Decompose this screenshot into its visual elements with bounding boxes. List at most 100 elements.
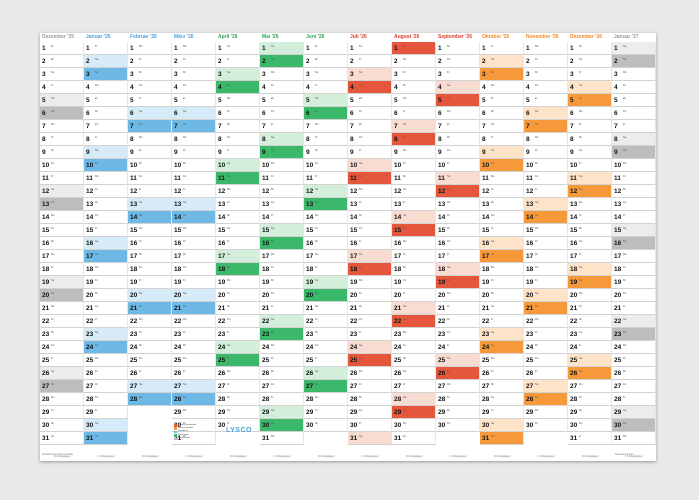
day-cell[interactable]: 6 Mi — [480, 107, 524, 120]
day-cell[interactable]: 16 So — [612, 237, 656, 250]
day-cell[interactable]: 9 So — [260, 146, 304, 159]
day-cell[interactable]: 30 Do — [568, 419, 612, 432]
day-cell[interactable]: 7 So — [524, 120, 568, 133]
day-cell[interactable]: 22 Do — [216, 315, 260, 328]
day-cell[interactable]: 7 Mi — [348, 120, 392, 133]
day-cell[interactable]: 13 Mo — [436, 198, 480, 211]
day-cell[interactable]: 24 Fr — [568, 341, 612, 354]
day-cell[interactable]: 22 Sa — [260, 315, 304, 328]
day-cell[interactable]: 7 Do — [84, 120, 128, 133]
day-cell[interactable]: 25 Mo — [480, 354, 524, 367]
day-cell[interactable]: 31 Mo — [612, 432, 656, 445]
day-cell[interactable]: 24 So — [480, 341, 524, 354]
day-cell[interactable]: 7 Fr — [612, 120, 656, 133]
day-cell[interactable]: 27 Sa — [128, 380, 172, 393]
day-cell[interactable]: 3 Mo — [612, 68, 656, 81]
day-cell[interactable]: 5 So — [568, 94, 612, 107]
day-cell[interactable]: 6 Do — [612, 107, 656, 120]
day-cell[interactable]: 24 Sa — [348, 341, 392, 354]
day-cell[interactable]: 8 Mi — [568, 133, 612, 146]
day-cell[interactable]: 3 Di — [392, 68, 436, 81]
day-cell[interactable]: 28 Fr — [260, 393, 304, 406]
day-cell[interactable]: 17 Sa — [216, 250, 260, 263]
day-cell[interactable]: 18 Do — [172, 263, 216, 276]
day-cell[interactable]: 21 Fr — [612, 302, 656, 315]
day-cell[interactable]: 28 Fr — [612, 393, 656, 406]
day-cell[interactable]: 14 Mo — [40, 211, 84, 224]
day-cell[interactable]: 14 Do — [84, 211, 128, 224]
day-cell[interactable]: 26 Fr — [524, 367, 568, 380]
day-cell[interactable]: 4 Mo — [84, 81, 128, 94]
day-cell[interactable]: 24 Mi — [172, 341, 216, 354]
day-cell[interactable]: 31 Di — [392, 432, 436, 445]
day-cell[interactable]: 22 Mi — [568, 315, 612, 328]
day-cell[interactable]: 11 Di — [612, 172, 656, 185]
day-cell[interactable]: 6 Sa — [128, 107, 172, 120]
day-cell[interactable]: 16 So — [260, 237, 304, 250]
day-cell[interactable]: 25 Fr — [40, 354, 84, 367]
day-cell[interactable]: 8 Fr — [84, 133, 128, 146]
day-cell[interactable]: 29 Di — [304, 406, 348, 419]
day-cell[interactable]: 12 Sa — [40, 185, 84, 198]
day-cell[interactable]: 30 Mo — [392, 419, 436, 432]
day-cell[interactable]: 14 Di — [436, 211, 480, 224]
day-cell[interactable]: 2 Mi — [304, 55, 348, 68]
day-cell[interactable]: 3 So — [84, 68, 128, 81]
day-cell[interactable]: 22 Sa — [612, 315, 656, 328]
day-cell[interactable]: 11 Mo — [84, 172, 128, 185]
day-cell[interactable]: 19 Mi — [260, 276, 304, 289]
day-cell[interactable]: 24 Di — [392, 341, 436, 354]
day-cell[interactable]: 3 Fr — [436, 68, 480, 81]
day-cell[interactable]: 29 Do — [216, 406, 260, 419]
day-cell[interactable]: 30 Sa — [480, 419, 524, 432]
day-cell[interactable]: 9 Di — [524, 146, 568, 159]
day-cell[interactable]: 2 Di — [524, 55, 568, 68]
day-cell[interactable]: 30 Di — [172, 419, 216, 432]
day-cell[interactable]: 22 Di — [40, 315, 84, 328]
day-cell[interactable]: 11 Do — [128, 172, 172, 185]
day-cell[interactable]: 30 Mi — [40, 419, 84, 432]
day-cell[interactable]: 23 Sa — [84, 328, 128, 341]
day-cell[interactable]: 30 So — [260, 419, 304, 432]
day-cell[interactable]: 11 Do — [172, 172, 216, 185]
day-cell[interactable]: 30 Di — [524, 419, 568, 432]
day-cell[interactable]: 27 Do — [260, 380, 304, 393]
day-cell[interactable]: 8 Sa — [260, 133, 304, 146]
day-cell[interactable]: 10 Mi — [128, 159, 172, 172]
day-cell[interactable]: 20 Mo — [568, 289, 612, 302]
day-cell[interactable]: 14 Fr — [260, 211, 304, 224]
day-cell[interactable]: 1 Di — [40, 42, 84, 55]
day-cell[interactable]: 21 Mo — [40, 302, 84, 315]
day-cell[interactable]: 7 Di — [568, 120, 612, 133]
day-cell[interactable]: 23 Di — [524, 328, 568, 341]
day-cell[interactable]: 23 Di — [172, 328, 216, 341]
day-cell[interactable]: 29 Fr — [480, 406, 524, 419]
day-cell[interactable]: 29 Mi — [568, 406, 612, 419]
day-cell[interactable]: 26 Mi — [260, 367, 304, 380]
day-cell[interactable]: 4 Di — [612, 81, 656, 94]
day-cell[interactable]: 1 Sa — [612, 42, 656, 55]
day-cell[interactable]: 28 Do — [480, 393, 524, 406]
day-cell[interactable]: 15 Mi — [436, 224, 480, 237]
day-cell[interactable]: 12 So — [436, 185, 480, 198]
day-cell[interactable]: 22 Mo — [524, 315, 568, 328]
day-cell[interactable]: 9 Di — [128, 146, 172, 159]
day-cell[interactable]: 14 Mi — [348, 211, 392, 224]
day-cell[interactable]: 17 Fr — [568, 250, 612, 263]
day-cell[interactable]: 29 Do — [348, 406, 392, 419]
day-cell[interactable]: 17 Mi — [524, 250, 568, 263]
day-cell[interactable]: 18 Sa — [568, 263, 612, 276]
day-cell[interactable]: 2 Fr — [348, 55, 392, 68]
day-cell[interactable]: 8 Di — [304, 133, 348, 146]
day-cell[interactable]: 25 Do — [128, 354, 172, 367]
day-cell[interactable]: 19 Sa — [40, 276, 84, 289]
day-cell[interactable]: 2 Fr — [216, 55, 260, 68]
day-cell[interactable]: 10 Do — [40, 159, 84, 172]
day-cell[interactable]: 29 Di — [40, 406, 84, 419]
day-cell[interactable]: 24 Sa — [216, 341, 260, 354]
day-cell[interactable]: 17 Mi — [128, 250, 172, 263]
day-cell[interactable]: 3 Mi — [128, 68, 172, 81]
day-cell[interactable]: 20 Sa — [524, 289, 568, 302]
day-cell[interactable]: 16 Di — [128, 237, 172, 250]
day-cell[interactable]: 23 Di — [128, 328, 172, 341]
